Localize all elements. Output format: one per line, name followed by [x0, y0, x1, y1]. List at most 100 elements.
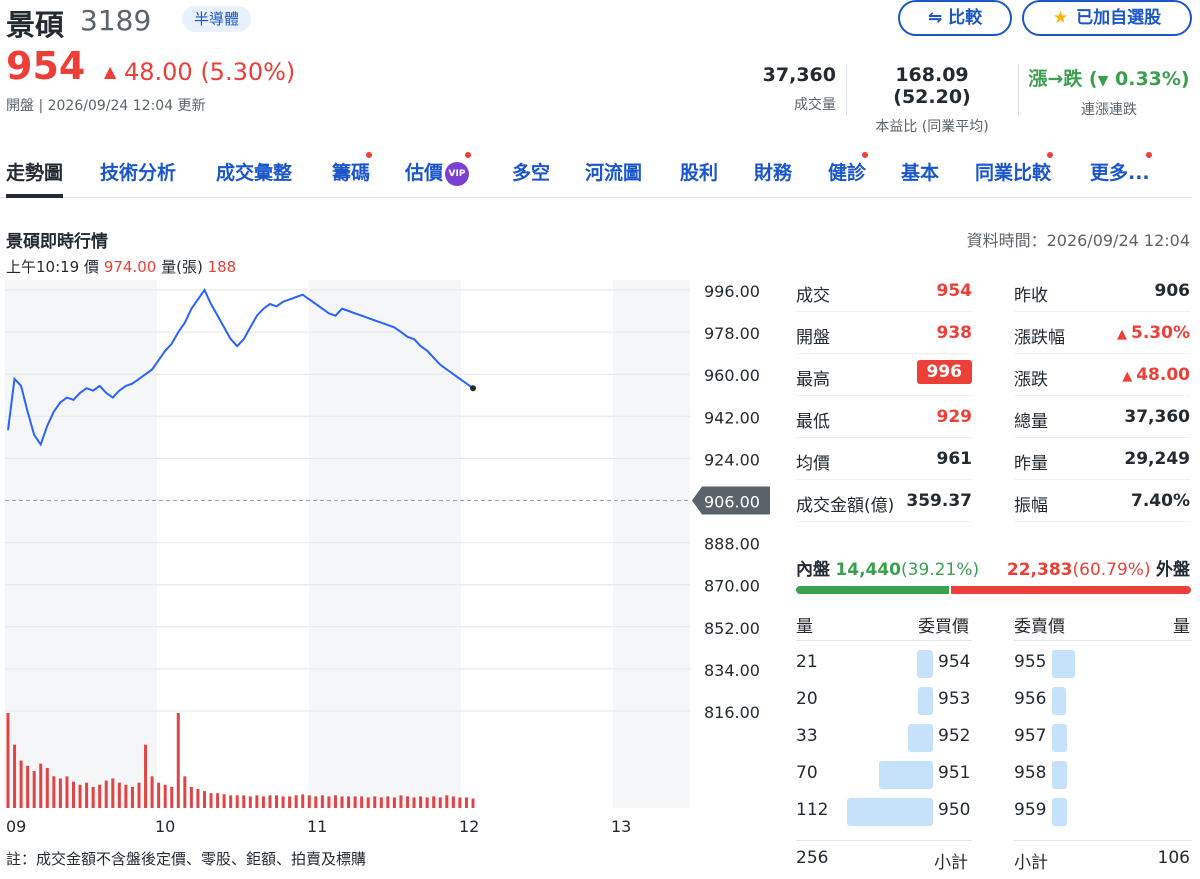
tab-0[interactable]: 走勢圖: [6, 158, 64, 198]
stock-code: 3189: [80, 4, 152, 37]
change-value: 48.00: [123, 58, 193, 86]
y-tick-label: 942.00: [704, 408, 760, 427]
tab-4[interactable]: 估價 VIP: [405, 152, 472, 186]
quote-row-right-4: 昨量 29,249: [1014, 438, 1190, 480]
volume-bar: [183, 776, 187, 808]
ask-price[interactable]: 958: [1014, 763, 1047, 783]
volume-bar: [144, 744, 148, 808]
tab-2[interactable]: 成交彙整: [216, 162, 293, 184]
volume-bar: [340, 796, 344, 808]
notification-dot-icon: [1047, 152, 1054, 158]
volume-bar: [432, 796, 436, 808]
compare-button[interactable]: ⇋ 比較: [898, 0, 1012, 36]
divider: [796, 640, 972, 641]
volume-bar: [91, 786, 95, 808]
volume-bar: [229, 795, 233, 808]
volume-bar: [425, 797, 429, 808]
volume-bar: [104, 780, 108, 808]
ob-head-bid: 委買價: [918, 617, 969, 637]
bid-price[interactable]: 954: [938, 652, 971, 672]
intraday-chart[interactable]: 996.00 978.00 960.00 942.00 924.00 906.00 888.…: [0, 278, 780, 840]
volume-bar: [150, 776, 154, 808]
ask-price[interactable]: 957: [1014, 726, 1047, 746]
tab-9[interactable]: 健診: [828, 152, 869, 185]
notification-dot-icon: [1145, 152, 1152, 158]
volume-bar: [19, 760, 23, 808]
chart-session-band: [461, 280, 613, 808]
volume-bar: [399, 795, 403, 808]
tab-8[interactable]: 財務: [754, 162, 793, 184]
bid-qty: 70: [796, 763, 818, 783]
bid-price[interactable]: 952: [938, 726, 971, 746]
streak-stat: 漲→跌 (▼ 0.33%) 連漲連跌: [1028, 68, 1190, 118]
notification-dot-icon: [465, 152, 472, 158]
volume-bar: [45, 767, 49, 808]
bid-price[interactable]: 951: [938, 763, 971, 783]
volume-bar: [242, 795, 246, 808]
volume-bar: [261, 796, 265, 808]
volume-bar: [471, 798, 475, 808]
volume-bar: [235, 795, 239, 808]
bid-price[interactable]: 950: [938, 800, 971, 820]
ask-price[interactable]: 959: [1014, 800, 1047, 820]
ask-price[interactable]: 956: [1014, 689, 1047, 709]
quote-table: 成交 954 開盤 938 最高 996 最低 929 均價 961 成交金額(億) 359.37 昨收…: [796, 270, 1192, 522]
quote-row-right-3: 總量 37,360: [1014, 396, 1190, 438]
quote-row-right-5: 振幅 7.40%: [1014, 480, 1190, 522]
volume-bar: [314, 796, 318, 808]
quote-row-left-0: 成交 954: [796, 270, 972, 312]
watchlist-button[interactable]: ★ 已加自選股: [1022, 0, 1192, 36]
industry-badge[interactable]: 半導體: [182, 6, 252, 32]
quote-row-right-1: 漲跌幅 ▲ 5.30%: [1014, 312, 1190, 354]
quote-row-left-5: 成交金額(億) 359.37: [796, 480, 972, 522]
volume-bar: [445, 795, 449, 808]
volume-bar: [386, 796, 390, 808]
bid-depth-bar: [917, 650, 933, 678]
outer-ratio-bar: [951, 586, 1191, 594]
volume-bar: [209, 793, 213, 808]
divider: [1018, 64, 1019, 116]
ask-price[interactable]: 955: [1014, 652, 1047, 672]
volume-bar: [98, 784, 102, 808]
volume-bar: [13, 744, 17, 808]
tab-6[interactable]: 河流圖: [585, 162, 643, 184]
volume-bar: [464, 797, 468, 808]
bid-price[interactable]: 953: [938, 689, 971, 709]
quote-row-left-3: 最低 929: [796, 396, 972, 438]
y-tick-label: 834.00: [704, 661, 760, 680]
volume-bar: [307, 795, 311, 808]
bid-qty: 33: [796, 726, 818, 746]
y-tick-label: 816.00: [704, 703, 760, 722]
volume-bar: [32, 771, 36, 808]
data-time: 資料時間：2026/09/24 12:04: [966, 231, 1190, 250]
volume-bar: [275, 795, 279, 808]
price-line: [7, 288, 474, 447]
tab-7[interactable]: 股利: [680, 162, 719, 184]
tab-3[interactable]: 籌碼: [332, 152, 373, 185]
bid-subtotal-label: 小計: [934, 853, 968, 873]
volume-bar: [373, 796, 377, 808]
tab-12[interactable]: 更多...: [1090, 152, 1152, 185]
divider: [1014, 840, 1192, 841]
volume-bar: [451, 796, 455, 808]
tab-10[interactable]: 基本: [901, 162, 940, 184]
up-triangle-icon: ▲: [104, 62, 117, 81]
footnote: 註：成交金額不含盤後定價、零股、鉅額、拍賣及標購: [6, 850, 367, 868]
volume-bar: [124, 784, 128, 808]
tab-5[interactable]: 多空: [512, 162, 551, 184]
divider: [846, 64, 847, 116]
outer-volume: 22,383(60.79%) 外盤: [1006, 560, 1190, 580]
up-triangle-icon: ▲: [1122, 369, 1133, 384]
x-tick-label: 10: [155, 817, 175, 836]
volume-bar: [360, 796, 364, 808]
tab-1[interactable]: 技術分析: [100, 162, 177, 184]
tab-11[interactable]: 同業比較: [975, 152, 1054, 185]
quote-row-right-0: 昨收 906: [1014, 270, 1190, 312]
chart-session-band: [157, 280, 309, 808]
y-tick-label: 924.00: [704, 450, 760, 469]
volume-bar: [366, 797, 370, 808]
volume-bar: [176, 713, 180, 808]
volume-bar: [294, 795, 298, 808]
volume-bar: [327, 796, 331, 808]
x-tick-label: 11: [307, 817, 327, 836]
